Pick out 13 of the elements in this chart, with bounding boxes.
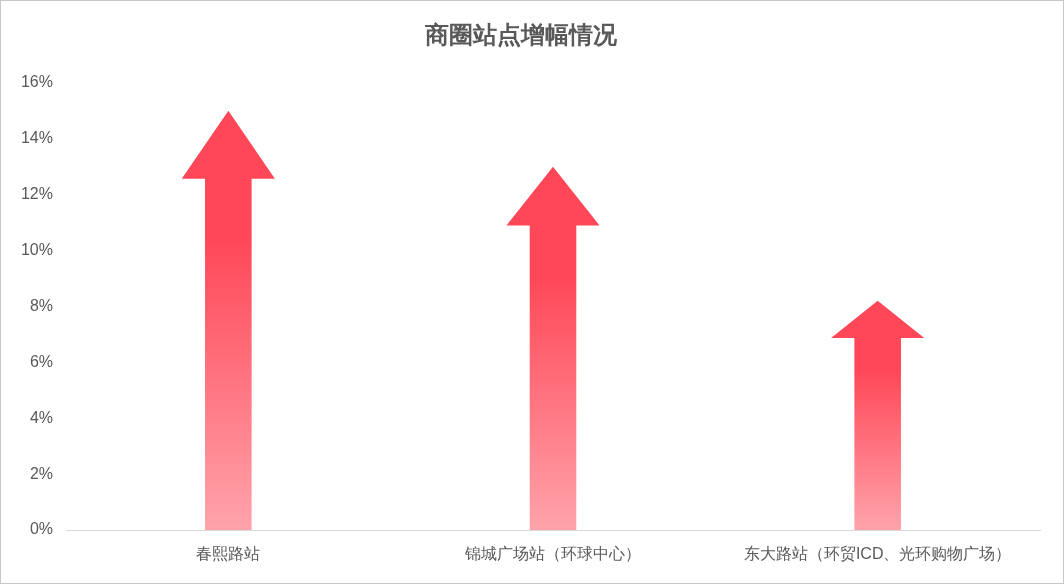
y-tick-label: 2% <box>29 464 53 482</box>
y-tick-label: 16% <box>20 73 53 91</box>
y-tick-label: 0% <box>29 520 53 538</box>
y-tick-label: 8% <box>29 296 53 314</box>
y-tick-label: 6% <box>29 352 53 370</box>
chart-title: 商圈站点增幅情况 <box>423 21 618 49</box>
y-tick-label: 4% <box>29 408 53 426</box>
y-tick-label: 14% <box>20 129 53 147</box>
y-tick-label: 10% <box>20 240 53 258</box>
x-tick-label: 锦城广场站（环球中心） <box>464 545 641 563</box>
x-tick-label: 春熙路站 <box>196 545 261 563</box>
x-tick-label: 东大路站（环贸ICD、光环购物广场） <box>743 545 1012 563</box>
y-tick-label: 12% <box>20 185 53 203</box>
